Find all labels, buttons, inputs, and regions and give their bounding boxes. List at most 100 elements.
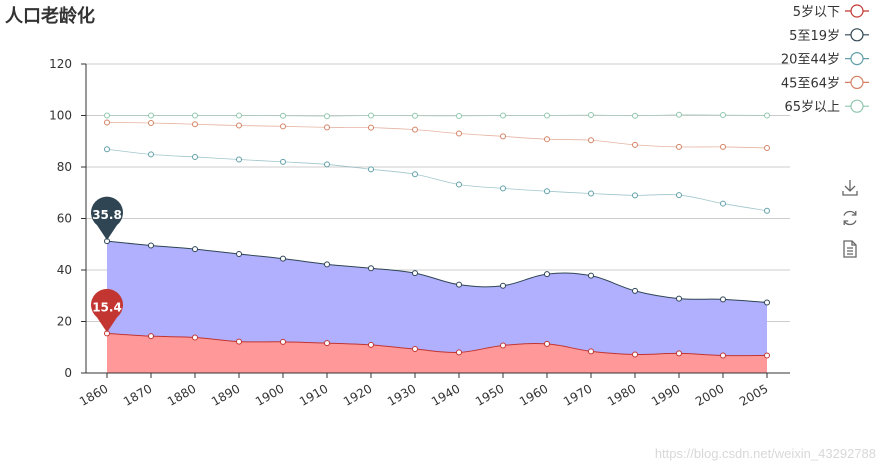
data-point[interactable] [280, 158, 286, 165]
data-point[interactable] [720, 143, 726, 150]
data-point[interactable] [148, 151, 154, 158]
data-point[interactable] [456, 281, 462, 288]
data-point[interactable] [544, 340, 550, 347]
y-tick-label: 60 [57, 212, 72, 226]
data-point[interactable] [588, 348, 594, 355]
data-point[interactable] [368, 124, 374, 131]
data-point[interactable] [192, 121, 198, 128]
data-point[interactable] [676, 350, 682, 357]
data-point[interactable] [720, 111, 726, 118]
refresh-icon[interactable] [840, 208, 860, 228]
data-point[interactable] [192, 153, 198, 160]
data-point[interactable] [764, 144, 770, 151]
data-point[interactable] [104, 146, 110, 153]
data-point[interactable] [236, 338, 242, 345]
data-point[interactable] [676, 192, 682, 199]
data-point[interactable] [412, 126, 418, 133]
data-point[interactable] [544, 112, 550, 119]
legend-item[interactable]: 45至64岁 [781, 75, 869, 91]
data-point[interactable] [500, 282, 506, 289]
value-markers: 15.4 35.8 [90, 196, 123, 333]
data-point[interactable] [764, 352, 770, 359]
legend-item[interactable]: 5至19岁 [789, 28, 869, 44]
data-point[interactable] [632, 141, 638, 148]
data-point[interactable] [148, 112, 154, 119]
data-point[interactable] [192, 334, 198, 341]
data-point[interactable] [764, 299, 770, 306]
data-point[interactable] [324, 340, 330, 347]
data-point[interactable] [148, 242, 154, 249]
data-point[interactable] [280, 338, 286, 345]
data-point[interactable] [368, 341, 374, 348]
data-point[interactable] [368, 166, 374, 173]
data-point[interactable] [632, 351, 638, 358]
data-point[interactable] [148, 333, 154, 340]
legend-item[interactable]: 5岁以下 [793, 4, 869, 20]
legend-label[interactable]: 45至64岁 [781, 76, 840, 91]
data-point[interactable] [324, 124, 330, 131]
data-point[interactable] [236, 156, 242, 163]
data-point[interactable] [280, 112, 286, 119]
data-point[interactable] [676, 295, 682, 302]
data-point[interactable] [588, 111, 594, 118]
legend-label[interactable]: 65岁以上 [784, 100, 840, 115]
data-point[interactable] [368, 112, 374, 119]
data-point[interactable] [720, 352, 726, 359]
data-point[interactable] [456, 113, 462, 120]
data-point[interactable] [324, 113, 330, 120]
x-tick-label: 1960 [517, 381, 550, 408]
data-point[interactable] [236, 122, 242, 129]
data-point[interactable] [544, 136, 550, 143]
data-point[interactable] [412, 270, 418, 277]
data-point[interactable] [456, 130, 462, 137]
data-point[interactable] [192, 246, 198, 253]
data-point[interactable] [456, 181, 462, 188]
legend-label[interactable]: 5岁以下 [793, 5, 840, 20]
legend-label[interactable]: 20至44岁 [781, 53, 840, 68]
data-point[interactable] [632, 192, 638, 199]
data-point[interactable] [236, 251, 242, 258]
data-point[interactable] [368, 265, 374, 272]
data-point[interactable] [280, 255, 286, 262]
download-icon[interactable] [840, 178, 860, 198]
data-view-icon[interactable] [840, 239, 860, 259]
data-point[interactable] [500, 112, 506, 119]
data-point[interactable] [104, 119, 110, 126]
data-point[interactable] [148, 119, 154, 126]
data-point[interactable] [588, 190, 594, 197]
data-point[interactable] [500, 133, 506, 140]
data-point[interactable] [412, 171, 418, 178]
data-point[interactable] [632, 287, 638, 294]
area-5岁以下 [107, 333, 767, 373]
y-tick-label: 0 [64, 366, 72, 380]
data-point[interactable] [632, 112, 638, 119]
data-point[interactable] [324, 261, 330, 268]
data-point[interactable] [764, 112, 770, 119]
data-point[interactable] [676, 143, 682, 150]
data-point[interactable] [412, 346, 418, 353]
data-point[interactable] [588, 272, 594, 279]
data-point[interactable] [588, 137, 594, 144]
data-point[interactable] [192, 112, 198, 119]
legend[interactable]: 5岁以下 5至19岁 20至44岁 45至64岁 65岁以上 [781, 4, 869, 115]
legend-symbol [850, 99, 864, 113]
data-point[interactable] [412, 112, 418, 119]
legend-item[interactable]: 65岁以上 [784, 99, 869, 115]
legend-label[interactable]: 5至19岁 [789, 29, 840, 44]
data-point[interactable] [104, 112, 110, 119]
data-point[interactable] [324, 161, 330, 168]
data-point[interactable] [720, 296, 726, 303]
data-point[interactable] [676, 111, 682, 118]
data-point[interactable] [500, 342, 506, 349]
data-point[interactable] [720, 200, 726, 207]
legend-item[interactable]: 20至44岁 [781, 51, 869, 68]
data-point[interactable] [544, 271, 550, 278]
data-point[interactable] [544, 188, 550, 195]
data-point[interactable] [764, 207, 770, 214]
data-point[interactable] [280, 123, 286, 130]
data-point[interactable] [500, 185, 506, 192]
x-tick-label: 1860 [77, 381, 110, 408]
line-20至44岁 [106, 148, 768, 212]
data-point[interactable] [236, 112, 242, 119]
data-point[interactable] [456, 349, 462, 356]
